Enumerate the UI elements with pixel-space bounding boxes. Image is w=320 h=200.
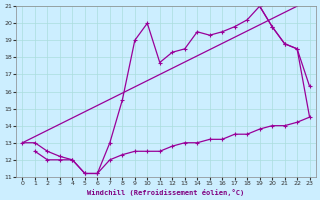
X-axis label: Windchill (Refroidissement éolien,°C): Windchill (Refroidissement éolien,°C)	[87, 189, 245, 196]
